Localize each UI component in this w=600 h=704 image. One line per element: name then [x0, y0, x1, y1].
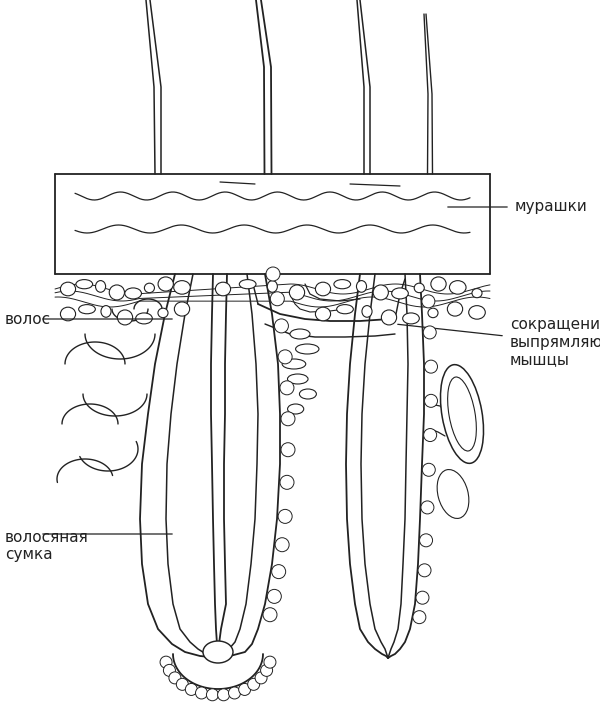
Ellipse shape	[448, 377, 476, 451]
Ellipse shape	[101, 306, 111, 318]
Circle shape	[424, 429, 437, 441]
Circle shape	[416, 591, 429, 604]
Circle shape	[272, 565, 286, 579]
Ellipse shape	[414, 283, 424, 293]
Ellipse shape	[118, 310, 133, 325]
Circle shape	[281, 412, 295, 426]
Circle shape	[280, 381, 294, 395]
Circle shape	[281, 443, 295, 457]
Ellipse shape	[316, 282, 331, 296]
Ellipse shape	[145, 283, 154, 293]
Ellipse shape	[428, 308, 438, 318]
Circle shape	[263, 608, 277, 622]
Circle shape	[274, 319, 289, 333]
Ellipse shape	[175, 302, 190, 316]
Circle shape	[239, 684, 251, 696]
Circle shape	[185, 684, 197, 696]
Ellipse shape	[431, 277, 446, 291]
Circle shape	[271, 291, 284, 306]
Ellipse shape	[289, 285, 305, 300]
Circle shape	[266, 267, 280, 281]
Ellipse shape	[95, 281, 106, 292]
Ellipse shape	[79, 305, 95, 314]
Circle shape	[421, 501, 434, 514]
Circle shape	[425, 360, 437, 373]
Circle shape	[206, 689, 218, 700]
Ellipse shape	[173, 281, 190, 294]
Circle shape	[260, 665, 272, 677]
Text: волос: волос	[5, 311, 51, 327]
Ellipse shape	[287, 404, 304, 414]
Ellipse shape	[136, 313, 152, 324]
Circle shape	[419, 534, 433, 547]
Ellipse shape	[382, 310, 397, 325]
Ellipse shape	[296, 344, 319, 354]
Text: мурашки: мурашки	[515, 199, 588, 215]
Ellipse shape	[282, 359, 306, 369]
Text: сокращение
выпрямляющей
мышцы: сокращение выпрямляющей мышцы	[510, 317, 600, 367]
Ellipse shape	[437, 470, 469, 518]
Circle shape	[422, 295, 435, 308]
Ellipse shape	[158, 277, 173, 291]
Ellipse shape	[362, 306, 372, 318]
Ellipse shape	[109, 285, 124, 300]
Circle shape	[268, 589, 281, 603]
Ellipse shape	[469, 306, 485, 319]
Ellipse shape	[299, 389, 316, 399]
Ellipse shape	[61, 307, 76, 321]
Ellipse shape	[448, 302, 463, 316]
Ellipse shape	[125, 288, 142, 299]
Ellipse shape	[440, 365, 484, 463]
Circle shape	[275, 538, 289, 552]
Circle shape	[160, 656, 172, 668]
Circle shape	[425, 394, 437, 408]
Circle shape	[423, 326, 436, 339]
Ellipse shape	[287, 374, 308, 384]
Ellipse shape	[316, 307, 331, 321]
Ellipse shape	[215, 282, 230, 296]
Circle shape	[169, 672, 181, 684]
Circle shape	[163, 665, 175, 677]
Circle shape	[418, 564, 431, 577]
Circle shape	[264, 656, 276, 668]
Ellipse shape	[267, 281, 277, 292]
Circle shape	[248, 679, 260, 691]
Circle shape	[218, 689, 230, 700]
Circle shape	[196, 687, 208, 699]
Ellipse shape	[203, 641, 233, 663]
Circle shape	[413, 610, 426, 624]
Ellipse shape	[158, 308, 168, 318]
Ellipse shape	[61, 282, 76, 296]
Ellipse shape	[392, 288, 409, 299]
Ellipse shape	[356, 281, 367, 292]
Text: волосяная
сумка: волосяная сумка	[5, 530, 89, 562]
Ellipse shape	[290, 329, 310, 339]
Ellipse shape	[337, 305, 353, 314]
Ellipse shape	[403, 313, 419, 324]
Ellipse shape	[449, 281, 466, 294]
Ellipse shape	[239, 279, 256, 289]
Circle shape	[229, 687, 241, 699]
Circle shape	[280, 475, 294, 489]
Ellipse shape	[334, 279, 350, 289]
Ellipse shape	[472, 289, 482, 298]
Circle shape	[278, 350, 292, 364]
Circle shape	[255, 672, 267, 684]
Circle shape	[422, 463, 435, 477]
Ellipse shape	[76, 279, 92, 289]
Circle shape	[176, 679, 188, 691]
Ellipse shape	[373, 285, 388, 300]
Circle shape	[278, 510, 292, 523]
